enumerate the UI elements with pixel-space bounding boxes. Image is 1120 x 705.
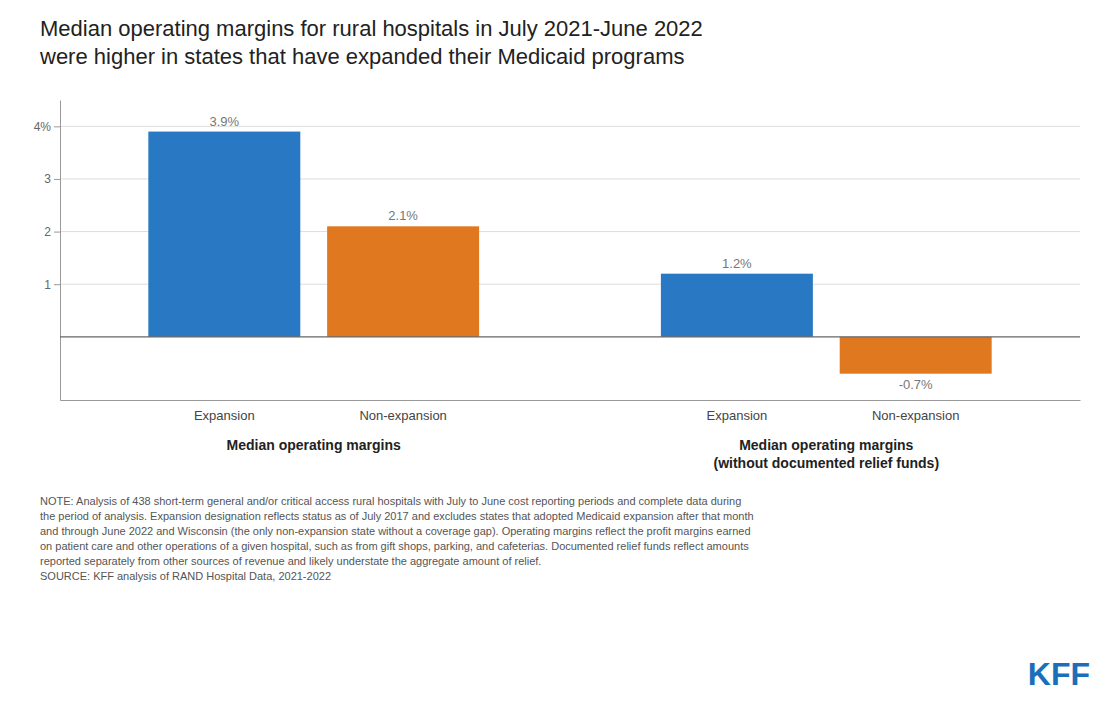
- note-line: SOURCE: KFF analysis of RAND Hospital Da…: [40, 570, 331, 582]
- bar: [840, 337, 992, 374]
- y-tick-label: 3: [44, 172, 51, 186]
- bar: [661, 274, 813, 337]
- y-tick-mark: [54, 126, 60, 127]
- y-tick-mark: [54, 284, 60, 285]
- title: Median operating margins for rural hospi…: [39, 16, 703, 69]
- bar: [148, 132, 300, 337]
- y-tick-label: 4%: [34, 120, 52, 134]
- y-tick: 3: [44, 172, 60, 186]
- group-label: Median operating margins: [227, 437, 401, 453]
- group-label-line: Median operating margins: [739, 437, 913, 453]
- y-tick: 1: [44, 278, 60, 292]
- x-tick-label: Expansion: [707, 408, 768, 423]
- note-line: on patient care and other operations of …: [40, 540, 749, 552]
- y-tick-mark: [54, 179, 60, 180]
- title-line: were higher in states that have expanded…: [39, 44, 684, 69]
- data-label: 2.1%: [388, 208, 418, 223]
- note: NOTE: Analysis of 438 short-term general…: [40, 495, 754, 582]
- x-tick-labels: Expansion Non-expansion Expansion Non-expan…: [194, 408, 959, 423]
- data-labels: 3.9% 2.1% 1.2% -0.7%: [209, 114, 933, 393]
- x-axis-line: [61, 400, 1081, 401]
- y-tick-mark: [54, 232, 60, 233]
- data-label: 3.9%: [209, 114, 239, 129]
- group-label-line: Median operating margins: [227, 437, 401, 453]
- y-tick-label: 2: [44, 225, 51, 239]
- plot: 1 2 3 4% 3.9% 2.1% 1.2% -0.7% Expansion Non-expan…: [34, 101, 1081, 472]
- y-tick: 2: [44, 225, 60, 239]
- x-axis: [61, 400, 1081, 401]
- note-line: the period of analysis. Expansion design…: [40, 510, 754, 522]
- data-label: -0.7%: [899, 377, 933, 392]
- x-tick-label: Expansion: [194, 408, 255, 423]
- logo: KFF: [1028, 656, 1090, 692]
- y-tick: 4%: [34, 120, 60, 134]
- title-line: Median operating margins for rural hospi…: [40, 16, 703, 41]
- x-tick-label: Non-expansion: [872, 408, 959, 423]
- note-line: and through June 2022 and Wisconsin (the…: [40, 525, 751, 537]
- chart: Median operating margins for rural hospi…: [0, 0, 1120, 705]
- x-tick-label: Non-expansion: [359, 408, 446, 423]
- bar: [327, 226, 479, 337]
- note-line: NOTE: Analysis of 438 short-term general…: [40, 495, 741, 507]
- data-label: 1.2%: [722, 256, 752, 271]
- group-label: Median operating margins (without documen…: [714, 437, 940, 471]
- group-label-line: (without documented relief funds): [714, 455, 940, 471]
- y-axis-line: [60, 101, 61, 401]
- y-tick-label: 1: [44, 278, 51, 292]
- note-line: reported separately from other sources o…: [40, 555, 541, 567]
- y-axis: 1 2 3 4%: [34, 101, 61, 401]
- zero-line: [60, 336, 1080, 337]
